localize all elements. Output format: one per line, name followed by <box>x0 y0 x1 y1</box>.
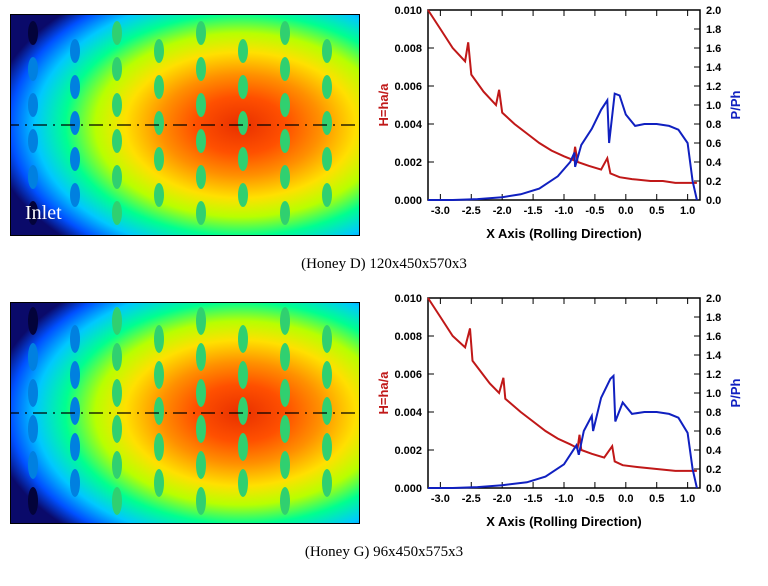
svg-text:-1.0: -1.0 <box>555 493 574 505</box>
figure-page: Inlet -3.0 -2.5 -2.0 -1.5 -1.0 -0.5 0.0 0.5 1.0 0… <box>0 0 768 586</box>
svg-text:1.6: 1.6 <box>706 43 721 55</box>
chart-svg-g: -3.0 -2.5 -2.0 -1.5 -1.0 -0.5 0.0 0.5 1.0 0.000 0.… <box>372 292 752 532</box>
caption-honey-g: (Honey G) 96x450x575x3 <box>0 544 768 561</box>
svg-text:H=ha/a: H=ha/a <box>376 371 391 415</box>
svg-text:1.8: 1.8 <box>706 24 721 36</box>
svg-text:1.0: 1.0 <box>706 100 721 112</box>
chart-honey-d: -3.0 -2.5 -2.0 -1.5 -1.0 -0.5 0.0 0.5 1.0 0.000 0.… <box>372 4 752 244</box>
svg-text:1.0: 1.0 <box>680 205 695 217</box>
svg-text:0.010: 0.010 <box>394 293 422 305</box>
heatmap-honey-g <box>10 302 360 524</box>
svg-text:0.006: 0.006 <box>394 369 422 381</box>
svg-text:0.0: 0.0 <box>618 205 633 217</box>
svg-text:0.002: 0.002 <box>394 157 422 169</box>
svg-text:0.008: 0.008 <box>394 43 422 55</box>
svg-text:-3.0: -3.0 <box>431 493 450 505</box>
svg-text:X Axis (Rolling Direction): X Axis (Rolling Direction) <box>486 514 642 529</box>
svg-text:X Axis (Rolling Direction): X Axis (Rolling Direction) <box>486 226 642 241</box>
svg-text:0.8: 0.8 <box>706 407 721 419</box>
svg-text:1.2: 1.2 <box>706 369 721 381</box>
svg-text:0.2: 0.2 <box>706 464 721 476</box>
svg-text:0.0: 0.0 <box>706 483 721 495</box>
svg-text:2.0: 2.0 <box>706 5 721 17</box>
svg-text:-1.0: -1.0 <box>555 205 574 217</box>
svg-text:-1.5: -1.5 <box>524 205 543 217</box>
svg-text:0.2: 0.2 <box>706 176 721 188</box>
svg-text:0.010: 0.010 <box>394 5 422 17</box>
chart-honey-g: -3.0 -2.5 -2.0 -1.5 -1.0 -0.5 0.0 0.5 1.0 0.000 0.… <box>372 292 752 532</box>
svg-text:P/Ph: P/Ph <box>728 378 743 407</box>
svg-text:0.6: 0.6 <box>706 426 721 438</box>
svg-text:-3.0: -3.0 <box>431 205 450 217</box>
svg-text:-0.5: -0.5 <box>585 205 604 217</box>
svg-text:0.004: 0.004 <box>394 119 422 131</box>
svg-text:-2.5: -2.5 <box>462 205 481 217</box>
svg-text:0.004: 0.004 <box>394 407 422 419</box>
svg-text:-1.5: -1.5 <box>524 493 543 505</box>
svg-text:P/Ph: P/Ph <box>728 90 743 119</box>
svg-text:0.006: 0.006 <box>394 81 422 93</box>
svg-text:0.5: 0.5 <box>649 205 664 217</box>
inlet-label-d: Inlet <box>25 202 62 225</box>
svg-text:0.0: 0.0 <box>706 195 721 207</box>
svg-text:2.0: 2.0 <box>706 293 721 305</box>
svg-text:0.000: 0.000 <box>394 483 422 495</box>
svg-text:-2.5: -2.5 <box>462 493 481 505</box>
svg-text:0.008: 0.008 <box>394 331 422 343</box>
svg-text:0.6: 0.6 <box>706 138 721 150</box>
svg-text:-2.0: -2.0 <box>493 205 512 217</box>
svg-text:1.6: 1.6 <box>706 331 721 343</box>
svg-text:-2.0: -2.0 <box>493 493 512 505</box>
svg-text:H=ha/a: H=ha/a <box>376 83 391 127</box>
svg-text:0.000: 0.000 <box>394 195 422 207</box>
chart-svg-d: -3.0 -2.5 -2.0 -1.5 -1.0 -0.5 0.0 0.5 1.0 0.000 0.… <box>372 4 752 244</box>
heatmap-honey-d <box>10 14 360 236</box>
svg-text:0.5: 0.5 <box>649 493 664 505</box>
svg-text:0.4: 0.4 <box>706 157 722 169</box>
svg-text:1.0: 1.0 <box>706 388 721 400</box>
svg-text:1.0: 1.0 <box>680 493 695 505</box>
svg-text:0.8: 0.8 <box>706 119 721 131</box>
svg-text:0.0: 0.0 <box>618 493 633 505</box>
caption-honey-d: (Honey D) 120x450x570x3 <box>0 256 768 273</box>
svg-text:1.2: 1.2 <box>706 81 721 93</box>
svg-text:1.8: 1.8 <box>706 312 721 324</box>
svg-text:1.4: 1.4 <box>706 62 722 74</box>
svg-text:1.4: 1.4 <box>706 350 722 362</box>
svg-text:-0.5: -0.5 <box>585 493 604 505</box>
svg-text:0.002: 0.002 <box>394 445 422 457</box>
svg-text:0.4: 0.4 <box>706 445 722 457</box>
